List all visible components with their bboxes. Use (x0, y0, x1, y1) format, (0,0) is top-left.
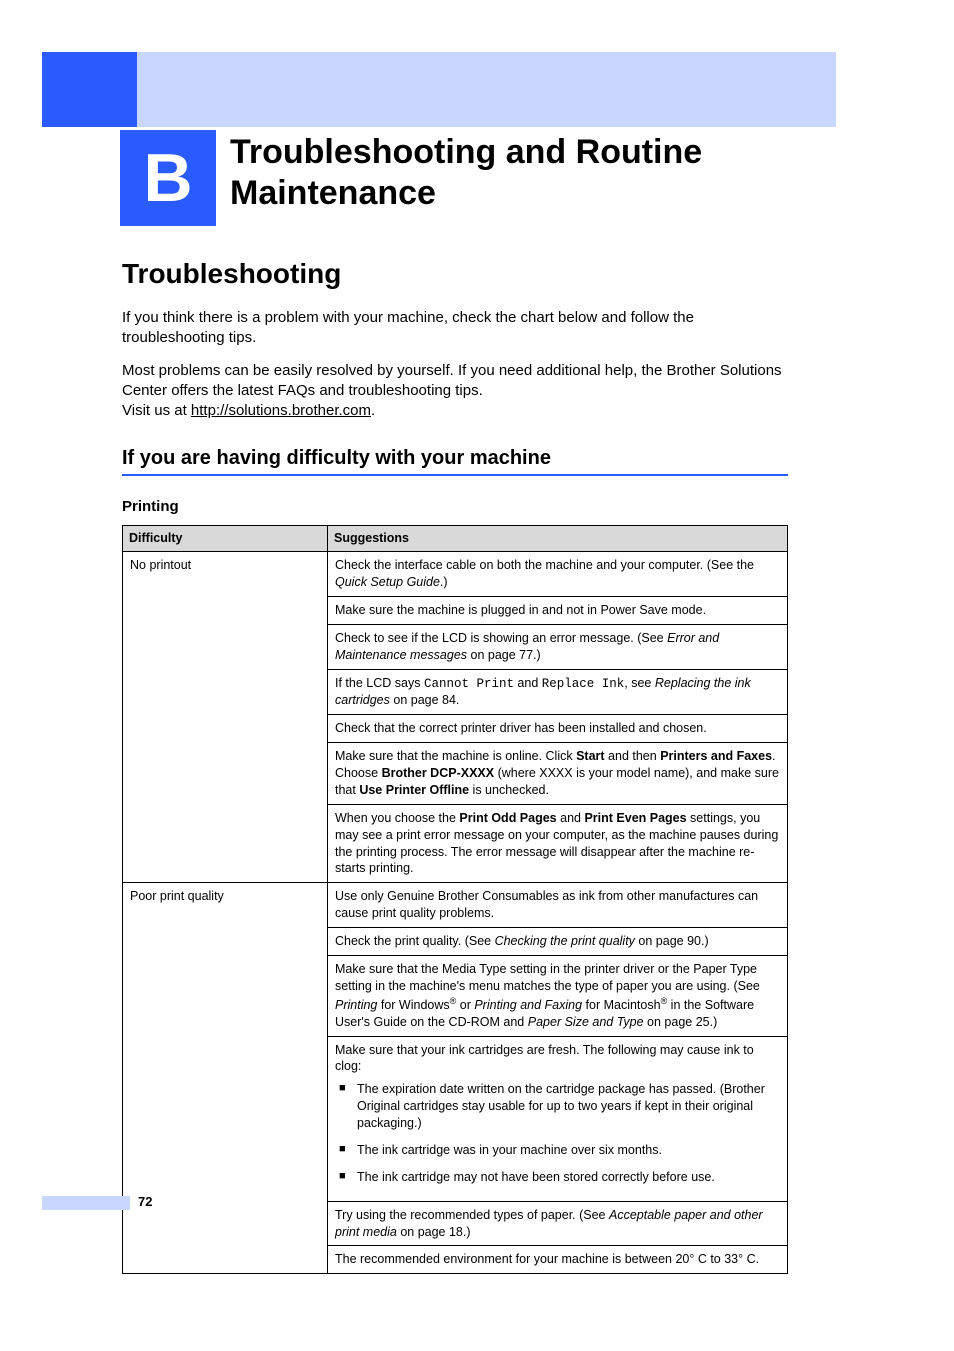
difficulty-cell: Poor print quality (123, 883, 328, 1274)
suggestion-cell: The recommended environment for your mac… (328, 1246, 788, 1274)
heading-rule (122, 474, 788, 476)
suggestion-cell: When you choose the Print Odd Pages and … (328, 804, 788, 883)
intro-paragraph-2: Most problems can be easily resolved by … (122, 361, 788, 422)
table-row: Poor print qualityUse only Genuine Broth… (123, 883, 788, 928)
suggestion-cell: Make sure the machine is plugged in and … (328, 596, 788, 624)
suggestion-cell: If the LCD says Cannot Print and Replace… (328, 669, 788, 715)
content-area: Troubleshooting If you think there is a … (122, 258, 788, 1274)
document-page: B Troubleshooting and Routine Maintenanc… (0, 0, 954, 1351)
section-heading: Troubleshooting (122, 258, 788, 290)
header-band-blue (42, 52, 137, 127)
visit-prefix: Visit us at (122, 402, 191, 419)
col-header-suggestions: Suggestions (328, 526, 788, 552)
troubleshooting-table: Difficulty Suggestions No printoutCheck … (122, 525, 788, 1274)
chapter-letter-box: B (120, 130, 216, 226)
suggestion-cell: Check the interface cable on both the ma… (328, 552, 788, 597)
difficulty-cell: No printout (123, 552, 328, 883)
solutions-link[interactable]: http://solutions.brother.com (191, 402, 371, 419)
table-header-row: Difficulty Suggestions (123, 526, 788, 552)
chapter-title: Troubleshooting and Routine Maintenance (230, 132, 834, 214)
suggestion-cell: Try using the recommended types of paper… (328, 1201, 788, 1246)
page-number-bar (42, 1196, 130, 1210)
suggestion-cell: Use only Genuine Brother Consumables as … (328, 883, 788, 928)
table-row: No printoutCheck the interface cable on … (123, 552, 788, 597)
suggestion-cell: Check the print quality. (See Checking t… (328, 928, 788, 956)
suggestion-cell: Make sure that the machine is online. Cl… (328, 743, 788, 805)
subsection-heading: If you are having difficulty with your m… (122, 447, 788, 470)
visit-suffix: . (371, 402, 375, 419)
table-caption: Printing (122, 498, 788, 515)
intro2-text: Most problems can be easily resolved by … (122, 362, 782, 399)
header-band-light (42, 52, 836, 127)
suggestion-cell: Make sure that the Media Type setting in… (328, 955, 788, 1036)
col-header-difficulty: Difficulty (123, 526, 328, 552)
suggestion-cell: Check that the correct printer driver ha… (328, 715, 788, 743)
intro-paragraph-1: If you think there is a problem with you… (122, 308, 788, 349)
suggestion-cell: Make sure that your ink cartridges are f… (328, 1036, 788, 1201)
page-number: 72 (138, 1194, 152, 1209)
suggestion-cell: Check to see if the LCD is showing an er… (328, 624, 788, 669)
